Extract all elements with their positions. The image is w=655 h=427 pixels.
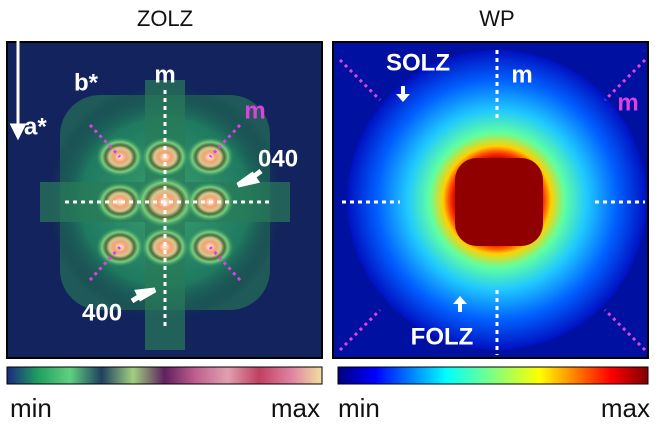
colorbar-min: min [338,393,380,423]
diffraction-disk [141,227,189,267]
zone-label: SOLZ [386,49,450,76]
mirror-label: m [617,89,638,116]
axis-label: a* [24,113,47,140]
wp-pattern [332,41,649,359]
colorbar [337,366,649,385]
colorbar-max: max [601,393,650,423]
colorbar [6,366,323,385]
diffraction-disk [96,182,144,222]
mirror-label: m [511,61,532,88]
reflection-label: 400 [82,299,122,326]
panel-title: WP [479,6,514,31]
zone-label: FOLZ [411,323,474,350]
mirror-label: m [244,97,265,124]
axis-label: b* [74,69,99,96]
mirror-label: m [154,61,175,88]
reflection-label: 040 [258,145,298,172]
colorbar-min: min [10,393,52,423]
colorbar-max: max [271,393,320,423]
panel-title: ZOLZ [137,6,193,31]
zolz-pattern [6,23,323,359]
